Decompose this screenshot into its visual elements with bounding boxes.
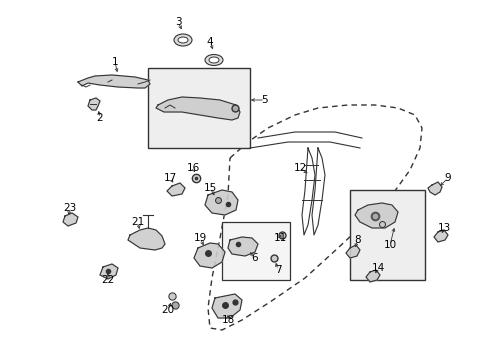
Text: 11: 11 <box>273 233 286 243</box>
Text: 14: 14 <box>370 263 384 273</box>
Polygon shape <box>212 294 242 318</box>
Text: 6: 6 <box>251 253 258 263</box>
Text: 8: 8 <box>354 235 361 245</box>
Polygon shape <box>156 97 240 120</box>
Polygon shape <box>88 98 100 110</box>
Polygon shape <box>365 270 379 282</box>
Ellipse shape <box>208 57 219 63</box>
Text: 10: 10 <box>383 240 396 250</box>
Text: 9: 9 <box>444 173 450 183</box>
Polygon shape <box>63 213 78 226</box>
Text: 3: 3 <box>174 17 181 27</box>
Text: 5: 5 <box>261 95 268 105</box>
Bar <box>148 68 249 148</box>
Text: 2: 2 <box>97 113 103 123</box>
Text: 21: 21 <box>131 217 144 227</box>
Text: 18: 18 <box>221 315 234 325</box>
Text: 15: 15 <box>203 183 216 193</box>
Text: 20: 20 <box>161 305 174 315</box>
Text: 7: 7 <box>274 265 281 275</box>
Text: 4: 4 <box>206 37 213 47</box>
Polygon shape <box>167 183 184 196</box>
Ellipse shape <box>178 37 187 43</box>
Text: 1: 1 <box>111 57 118 67</box>
Polygon shape <box>433 230 447 242</box>
Bar <box>222 222 289 280</box>
Text: 19: 19 <box>193 233 206 243</box>
Polygon shape <box>346 245 359 258</box>
Bar <box>349 190 424 280</box>
Polygon shape <box>128 228 164 250</box>
Ellipse shape <box>174 34 192 46</box>
Text: 13: 13 <box>436 223 450 233</box>
Polygon shape <box>227 237 258 256</box>
Text: 16: 16 <box>186 163 199 173</box>
Text: 23: 23 <box>63 203 77 213</box>
Polygon shape <box>194 243 224 268</box>
Text: 12: 12 <box>293 163 306 173</box>
Ellipse shape <box>204 54 223 66</box>
Polygon shape <box>100 264 118 279</box>
Text: 22: 22 <box>101 275 114 285</box>
Polygon shape <box>78 75 150 88</box>
Polygon shape <box>204 190 238 215</box>
Polygon shape <box>427 182 441 195</box>
Text: 17: 17 <box>163 173 176 183</box>
Polygon shape <box>354 203 397 228</box>
